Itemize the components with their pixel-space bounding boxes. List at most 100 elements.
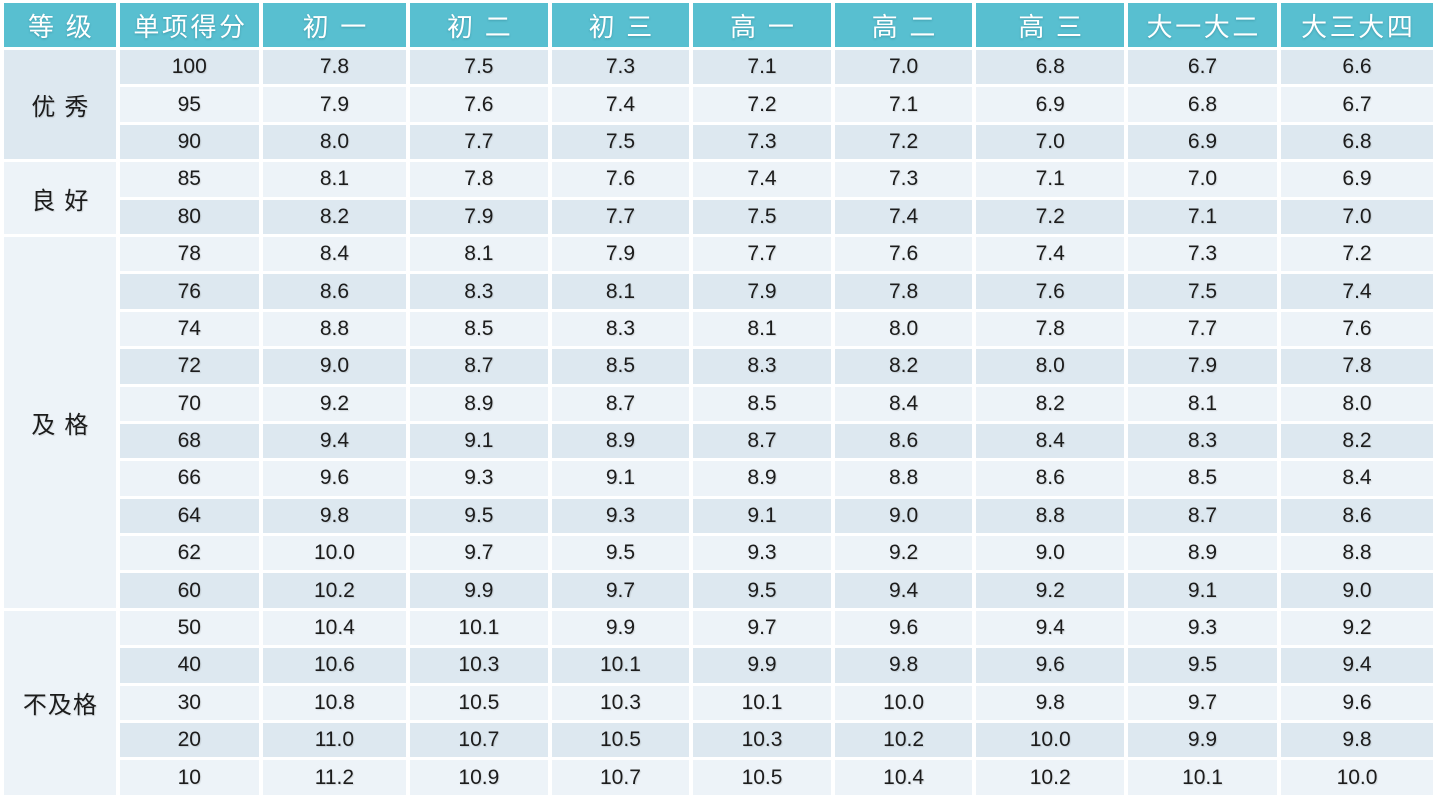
score-cell: 85 — [119, 162, 259, 197]
time-value-cell: 10.2 — [834, 723, 973, 758]
time-value-cell: 7.4 — [693, 162, 831, 197]
score-cell: 74 — [119, 311, 259, 347]
time-value-cell: 7.4 — [976, 236, 1124, 272]
time-value-cell: 9.0 — [976, 536, 1124, 571]
time-value-cell: 9.5 — [1128, 648, 1278, 683]
time-value-cell: 7.5 — [410, 50, 548, 85]
score-cell: 78 — [119, 236, 259, 272]
time-value-cell: 9.7 — [551, 573, 690, 608]
time-value-cell: 8.0 — [262, 124, 407, 160]
time-value-cell: 10.5 — [410, 685, 548, 721]
time-value-cell: 9.9 — [551, 610, 690, 646]
time-value-cell: 7.9 — [551, 236, 690, 272]
time-value-cell: 10.8 — [262, 685, 407, 721]
time-value-cell: 7.3 — [693, 124, 831, 160]
time-value-cell: 8.8 — [1281, 536, 1433, 571]
time-value-cell: 7.6 — [410, 87, 548, 122]
time-value-cell: 8.7 — [551, 386, 690, 421]
time-value-cell: 7.9 — [262, 87, 407, 122]
table-row: 70 9.2 8.9 8.7 8.5 8.4 8.2 8.1 8.0 — [4, 386, 1433, 421]
column-header-3: 初二 — [410, 3, 548, 47]
table-row: 95 7.9 7.6 7.4 7.2 7.1 6.9 6.8 6.7 — [4, 87, 1433, 122]
time-value-cell: 7.8 — [262, 50, 407, 85]
table-row: 10 11.2 10.9 10.7 10.5 10.4 10.2 10.1 10.0 — [4, 760, 1433, 795]
score-cell: 30 — [119, 685, 259, 721]
time-value-cell: 8.1 — [1128, 386, 1278, 421]
time-value-cell: 10.3 — [693, 723, 831, 758]
table-row: 90 8.0 7.7 7.5 7.3 7.2 7.0 6.9 6.8 — [4, 124, 1433, 160]
time-value-cell: 6.9 — [976, 87, 1124, 122]
column-header-6: 高二 — [834, 3, 973, 47]
time-value-cell: 10.1 — [410, 610, 548, 646]
time-value-cell: 9.6 — [834, 610, 973, 646]
time-value-cell: 7.4 — [551, 87, 690, 122]
time-value-cell: 9.8 — [262, 498, 407, 534]
header-row: 等级 单项得分 初一 初二 初三 高一 高二 高三 大一大二 大三大四 — [4, 3, 1433, 47]
time-value-cell: 8.2 — [976, 386, 1124, 421]
time-value-cell: 10.1 — [1128, 760, 1278, 795]
time-value-cell: 7.1 — [834, 87, 973, 122]
time-value-cell: 8.5 — [551, 349, 690, 384]
time-value-cell: 8.1 — [551, 274, 690, 309]
column-header-2: 初一 — [262, 3, 407, 47]
time-value-cell: 8.6 — [1281, 498, 1433, 534]
time-value-cell: 6.8 — [976, 50, 1124, 85]
time-value-cell: 10.0 — [262, 536, 407, 571]
time-value-cell: 9.3 — [1128, 610, 1278, 646]
time-value-cell: 8.6 — [834, 423, 973, 459]
time-value-cell: 8.8 — [976, 498, 1124, 534]
time-value-cell: 10.0 — [976, 723, 1124, 758]
time-value-cell: 9.4 — [976, 610, 1124, 646]
time-value-cell: 11.2 — [262, 760, 407, 795]
score-cell: 20 — [119, 723, 259, 758]
time-value-cell: 8.9 — [1128, 536, 1278, 571]
table-row: 72 9.0 8.7 8.5 8.3 8.2 8.0 7.9 7.8 — [4, 349, 1433, 384]
time-value-cell: 7.8 — [976, 311, 1124, 347]
time-value-cell: 7.4 — [834, 199, 973, 234]
score-cell: 76 — [119, 274, 259, 309]
time-value-cell: 7.3 — [834, 162, 973, 197]
time-value-cell: 7.0 — [1281, 199, 1433, 234]
column-header-4: 初三 — [551, 3, 690, 47]
time-value-cell: 8.5 — [410, 311, 548, 347]
time-value-cell: 7.8 — [834, 274, 973, 309]
time-value-cell: 8.0 — [1281, 386, 1433, 421]
grade-group-label: 良好 — [4, 162, 116, 234]
time-value-cell: 7.5 — [1128, 274, 1278, 309]
time-value-cell: 9.6 — [1281, 685, 1433, 721]
time-value-cell: 7.7 — [551, 199, 690, 234]
table-row: 74 8.8 8.5 8.3 8.1 8.0 7.8 7.7 7.6 — [4, 311, 1433, 347]
score-cell: 68 — [119, 423, 259, 459]
time-value-cell: 7.0 — [976, 124, 1124, 160]
time-value-cell: 8.4 — [976, 423, 1124, 459]
time-value-cell: 8.3 — [551, 311, 690, 347]
time-value-cell: 9.8 — [834, 648, 973, 683]
time-value-cell: 7.2 — [1281, 236, 1433, 272]
table-row: 30 10.8 10.5 10.3 10.1 10.0 9.8 9.7 9.6 — [4, 685, 1433, 721]
table-row: 不及格 50 10.4 10.1 9.9 9.7 9.6 9.4 9.3 9.2 — [4, 610, 1433, 795]
time-value-cell: 9.4 — [1281, 648, 1433, 683]
table-row: 良好 85 8.1 7.8 7.6 7.4 7.3 7.1 7.0 6.9 — [4, 162, 1433, 234]
time-value-cell: 7.8 — [1281, 349, 1433, 384]
time-value-cell: 8.3 — [693, 349, 831, 384]
score-cell: 70 — [119, 386, 259, 421]
time-value-cell: 6.8 — [1128, 87, 1278, 122]
time-value-cell: 8.9 — [551, 423, 690, 459]
time-value-cell: 9.1 — [693, 498, 831, 534]
time-value-cell: 10.3 — [410, 648, 548, 683]
score-cell: 90 — [119, 124, 259, 160]
time-value-cell: 10.6 — [262, 648, 407, 683]
table-row: 76 8.6 8.3 8.1 7.9 7.8 7.6 7.5 7.4 — [4, 274, 1433, 309]
time-value-cell: 7.6 — [834, 236, 973, 272]
table-row: 80 8.2 7.9 7.7 7.5 7.4 7.2 7.1 7.0 — [4, 199, 1433, 234]
time-value-cell: 9.9 — [1128, 723, 1278, 758]
time-value-cell: 11.0 — [262, 723, 407, 758]
time-value-cell: 9.8 — [1281, 723, 1433, 758]
time-value-cell: 7.1 — [1128, 199, 1278, 234]
time-value-cell: 8.7 — [693, 423, 831, 459]
time-value-cell: 9.6 — [976, 648, 1124, 683]
grade-group-label: 及格 — [4, 236, 116, 608]
time-value-cell: 8.0 — [834, 311, 973, 347]
time-value-cell: 9.0 — [262, 349, 407, 384]
